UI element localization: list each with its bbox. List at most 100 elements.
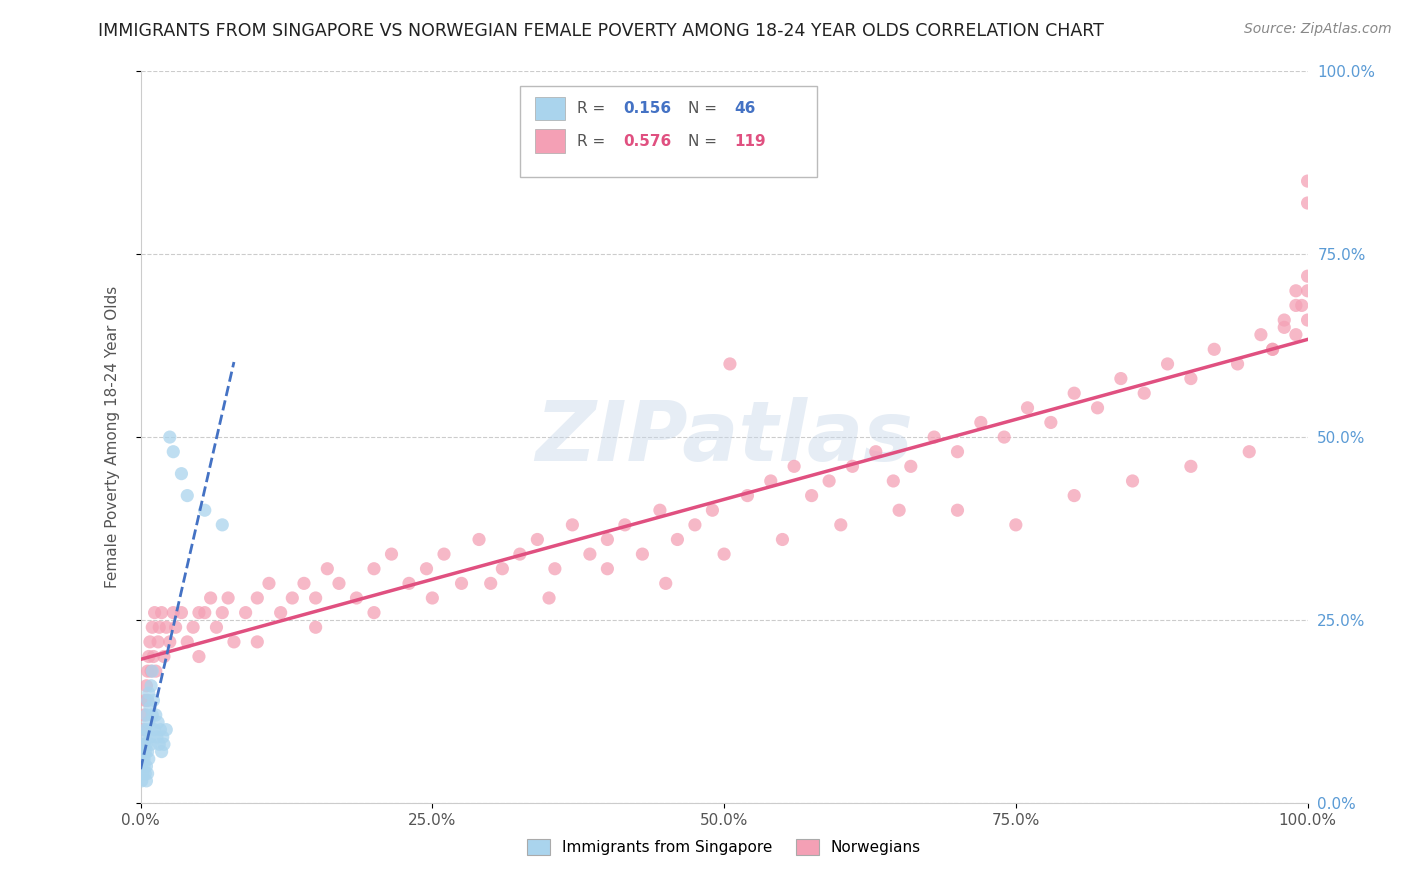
- Point: [142, 693, 165, 707]
- Point: [145, 708, 167, 723]
- Text: 0.576: 0.576: [624, 134, 672, 149]
- Point: [479, 576, 502, 591]
- Point: [702, 503, 724, 517]
- Point: [292, 576, 315, 591]
- Text: IMMIGRANTS FROM SINGAPORE VS NORWEGIAN FEMALE POVERTY AMONG 18-24 YEAR OLDS CORR: IMMIGRANTS FROM SINGAPORE VS NORWEGIAN F…: [98, 22, 1104, 40]
- Point: [131, 759, 153, 773]
- Point: [155, 723, 177, 737]
- Point: [1133, 386, 1156, 401]
- Point: [596, 562, 619, 576]
- Point: [1261, 343, 1284, 357]
- Point: [1261, 343, 1284, 357]
- Point: [889, 503, 911, 517]
- Point: [561, 517, 583, 532]
- Point: [141, 620, 163, 634]
- Point: [149, 723, 172, 737]
- Point: [1296, 269, 1319, 284]
- Point: [139, 700, 162, 714]
- Point: [150, 606, 173, 620]
- Point: [683, 517, 706, 532]
- Point: [993, 430, 1015, 444]
- Point: [152, 730, 174, 744]
- Point: [139, 737, 162, 751]
- FancyBboxPatch shape: [536, 129, 565, 153]
- Point: [509, 547, 531, 561]
- Point: [1296, 196, 1319, 211]
- Point: [1017, 401, 1039, 415]
- Point: [211, 517, 233, 532]
- Point: [970, 416, 993, 430]
- Point: [246, 591, 269, 605]
- Point: [194, 606, 217, 620]
- Point: [138, 686, 160, 700]
- Point: [655, 576, 678, 591]
- Point: [132, 766, 155, 780]
- Point: [1087, 401, 1109, 415]
- Point: [135, 773, 157, 788]
- Point: [363, 606, 385, 620]
- Point: [146, 730, 169, 744]
- Point: [162, 444, 184, 458]
- Point: [737, 489, 759, 503]
- Point: [830, 517, 852, 532]
- Point: [188, 606, 211, 620]
- Point: [159, 635, 181, 649]
- Point: [134, 766, 156, 780]
- Point: [142, 649, 165, 664]
- Point: [281, 591, 304, 605]
- Point: [194, 503, 217, 517]
- Point: [176, 489, 198, 503]
- Point: [131, 737, 153, 751]
- Text: N =: N =: [688, 101, 721, 116]
- Point: [150, 745, 173, 759]
- Point: [211, 606, 233, 620]
- Point: [422, 591, 444, 605]
- Point: [135, 708, 157, 723]
- Point: [132, 730, 155, 744]
- Point: [631, 547, 654, 561]
- Point: [865, 444, 887, 458]
- Point: [132, 752, 155, 766]
- Point: [135, 759, 157, 773]
- Point: [433, 547, 456, 561]
- Point: [537, 591, 560, 605]
- Point: [132, 759, 155, 773]
- Text: Source: ZipAtlas.com: Source: ZipAtlas.com: [1244, 22, 1392, 37]
- Point: [1285, 298, 1308, 312]
- Point: [666, 533, 689, 547]
- Point: [136, 693, 159, 707]
- Point: [1239, 444, 1261, 458]
- Point: [415, 562, 437, 576]
- Point: [305, 591, 328, 605]
- Point: [713, 547, 735, 561]
- Point: [1272, 313, 1295, 327]
- Point: [818, 474, 841, 488]
- Point: [200, 591, 222, 605]
- Point: [134, 693, 156, 707]
- Point: [946, 503, 969, 517]
- Point: [1285, 284, 1308, 298]
- Point: [1156, 357, 1178, 371]
- Point: [579, 547, 602, 561]
- Point: [544, 562, 567, 576]
- Point: [132, 737, 155, 751]
- Point: [380, 547, 402, 561]
- Point: [900, 459, 922, 474]
- Text: R =: R =: [576, 101, 610, 116]
- Point: [1063, 386, 1085, 401]
- Point: [136, 745, 159, 759]
- Point: [257, 576, 280, 591]
- Point: [136, 664, 159, 678]
- Point: [148, 620, 170, 634]
- Point: [136, 693, 159, 707]
- Point: [1250, 327, 1272, 342]
- Point: [235, 606, 257, 620]
- Point: [153, 737, 176, 751]
- Point: [1285, 327, 1308, 342]
- Point: [148, 737, 170, 751]
- Point: [491, 562, 513, 576]
- Point: [596, 533, 619, 547]
- Point: [165, 620, 187, 634]
- Point: [146, 715, 169, 730]
- Text: N =: N =: [688, 134, 721, 149]
